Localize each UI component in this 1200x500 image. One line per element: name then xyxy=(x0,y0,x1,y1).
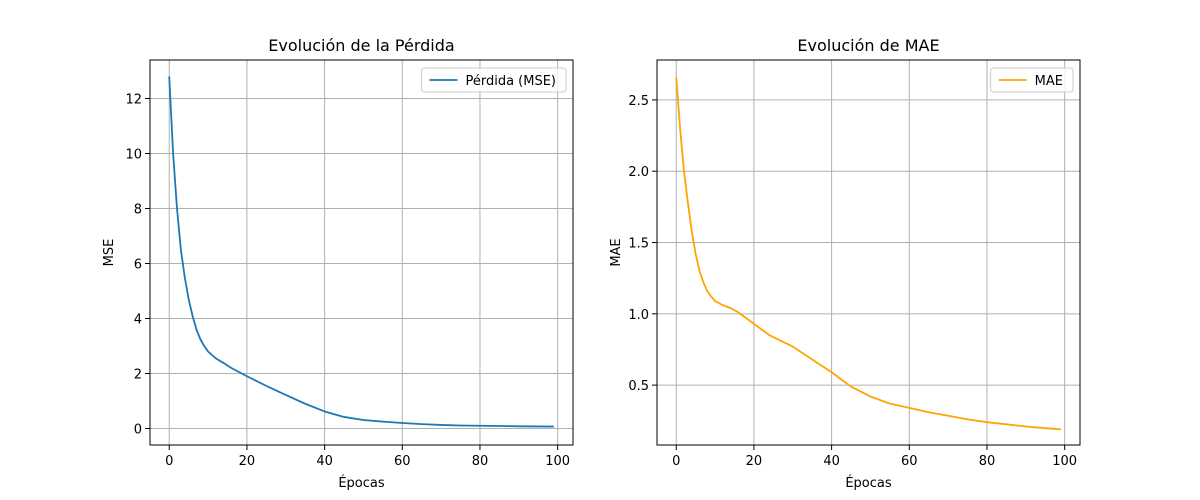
y-tick-label: 1.0 xyxy=(628,308,649,323)
y-tick-label: 4 xyxy=(134,313,142,328)
x-tick-label: 100 xyxy=(1052,454,1077,469)
x-tick-label: 0 xyxy=(165,454,173,469)
legend: Pérdida (MSE) xyxy=(420,67,567,93)
y-tick-label: 6 xyxy=(134,258,142,273)
x-tick-label: 80 xyxy=(979,454,996,469)
legend-label: MAE xyxy=(1035,74,1063,89)
x-tick-label: 80 xyxy=(472,454,489,469)
y-tick-label: 8 xyxy=(134,203,142,218)
legend-label: Pérdida (MSE) xyxy=(465,74,556,89)
series-line-mae xyxy=(675,77,1061,431)
x-tick-label: 60 xyxy=(394,454,411,469)
axes-frame xyxy=(149,59,574,446)
x-tick-label: 0 xyxy=(672,454,680,469)
x-tick-label: 40 xyxy=(823,454,840,469)
series-line-mse xyxy=(168,76,554,428)
mae-panel: 0 20 40 60 80 100 0.5 1.0 1.5 2.0 2.5 Evolución de … xyxy=(609,36,1081,491)
y-tick-label: 1.5 xyxy=(628,237,649,252)
x-tick-label: 20 xyxy=(746,454,763,469)
y-axis-label: MAE xyxy=(609,238,624,266)
x-axis-label: Épocas xyxy=(338,475,385,491)
x-tick-label: 60 xyxy=(901,454,918,469)
legend-box xyxy=(990,67,1074,93)
axes-frame xyxy=(656,59,1081,446)
x-axis-label: Épocas xyxy=(845,475,892,491)
y-tick-label: 12 xyxy=(125,93,142,108)
y-tick-label: 2 xyxy=(134,368,142,383)
y-tick-label: 0.5 xyxy=(628,379,649,394)
mse-panel: 0 20 40 60 80 100 0 2 4 6 8 10 12 Evolución de la Pér… xyxy=(102,36,574,491)
x-tick-label: 40 xyxy=(316,454,333,469)
y-tick-label: 0 xyxy=(134,423,142,438)
chart-title: Evolución de la Pérdida xyxy=(268,36,454,55)
legend: MAE xyxy=(990,67,1074,93)
x-tick-label: 100 xyxy=(545,454,570,469)
chart-title: Evolución de MAE xyxy=(797,36,939,55)
x-tick-label: 20 xyxy=(239,454,256,469)
legend-box xyxy=(420,67,567,93)
y-tick-label: 2.5 xyxy=(628,94,649,109)
y-tick-label: 10 xyxy=(125,148,142,163)
y-tick-label: 2.0 xyxy=(628,165,649,180)
y-axis-label: MSE xyxy=(102,239,117,267)
